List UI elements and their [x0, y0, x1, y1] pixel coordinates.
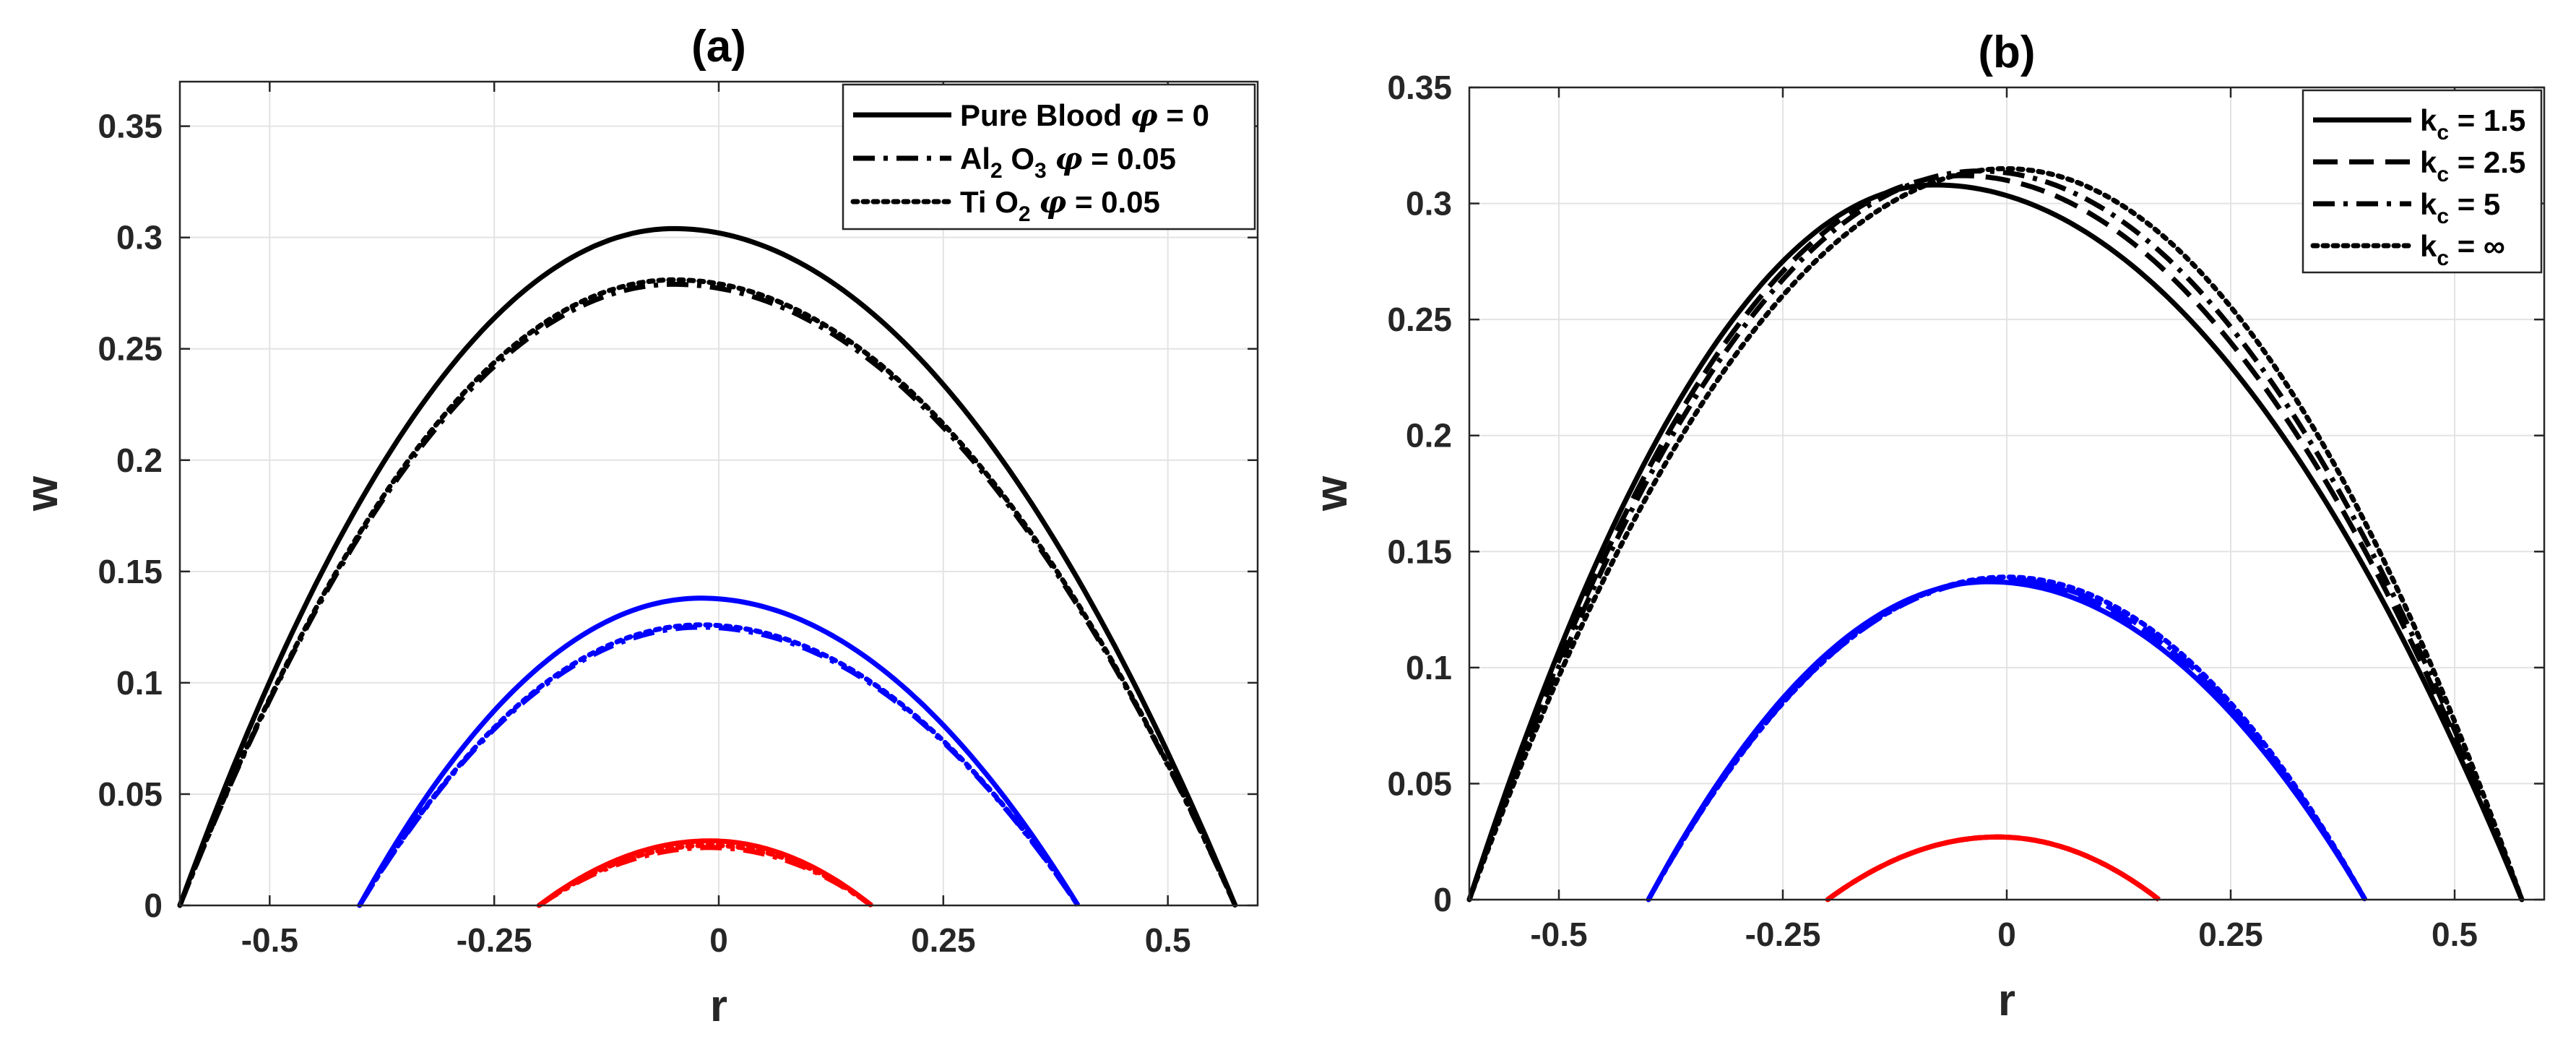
series-line: kc = ∞ (red) — [1825, 834, 2162, 903]
y-tick-label: 0.15 — [1387, 533, 1452, 570]
y-tick-label: 0.15 — [98, 553, 163, 590]
chart-panel-b: kc = 1.5 (black)kc = 2.5 (black)kc = 5 (… — [1307, 27, 2546, 1025]
y-tick-label: 0.1 — [116, 664, 163, 702]
legend-item: kc = ∞ — [2310, 229, 2505, 270]
x-tick-label: 0 — [709, 921, 728, 959]
series-line: Ti O2 φ = 0.05 (black) — [177, 277, 1238, 908]
x-tick-label: 0.5 — [2432, 916, 2478, 953]
series-line: Pure Blood φ = 0 (black) — [177, 225, 1238, 907]
y-tick-label: 0.35 — [98, 108, 163, 145]
legend-item: Pure Blood φ = 0 — [853, 98, 1209, 133]
series-line: kc = 1.5 (black) — [1466, 182, 2525, 901]
series-line: kc = ∞ (blue) — [1646, 574, 2368, 903]
legend-item: Ti O2 φ = 0.05 — [850, 184, 1160, 226]
y-axis-label: w — [17, 475, 67, 512]
legend-item: kc = 2.5 — [2313, 145, 2525, 186]
y-tick-label: 0.3 — [116, 219, 163, 257]
y-tick-label: 0.3 — [1406, 185, 1452, 223]
chart-title: (b) — [1978, 27, 2035, 77]
series-group: kc = 1.5 (black)kc = 2.5 (black)kc = 5 (… — [1466, 165, 2525, 903]
legend-label: Ti O2 φ = 0.05 — [960, 184, 1160, 226]
legend-item: Al2 O3 φ = 0.05 — [853, 141, 1176, 183]
legend-item: kc = 1.5 — [2313, 103, 2525, 145]
series-line: Al2 O3 φ = 0.05 (black) — [177, 281, 1238, 907]
legend-label: kc = 1.5 — [2420, 103, 2525, 145]
y-tick-label: 0.25 — [1387, 301, 1452, 338]
y-tick-label: 0.1 — [1406, 649, 1452, 686]
x-tick-label: -0.5 — [1530, 916, 1587, 953]
x-tick-label: -0.5 — [241, 921, 298, 959]
y-tick-label: 0 — [144, 887, 163, 924]
series-line: kc = ∞ (black) — [1466, 165, 2525, 903]
series-line: Pure Blood φ = 0 (blue) — [357, 595, 1081, 907]
y-tick-label: 0.25 — [98, 330, 163, 368]
legend-label: kc = ∞ — [2420, 229, 2505, 270]
legend-label: Al2 O3 φ = 0.05 — [960, 141, 1176, 183]
series-line: Al2 O3 φ = 0.05 (red) — [537, 845, 873, 908]
x-tick-label: 0.25 — [2198, 916, 2263, 953]
x-axis-label: r — [710, 981, 727, 1031]
series-line: kc = 2.5 (black) — [1466, 173, 2525, 901]
y-axis-label: w — [1307, 475, 1357, 512]
x-tick-label: 0 — [1997, 916, 2016, 953]
series-group: Pure Blood φ = 0 (black)Al2 O3 φ = 0.05 … — [177, 225, 1238, 908]
y-tick-label: 0.05 — [98, 775, 163, 813]
series-line: kc = 5 (black) — [1466, 168, 2525, 901]
chart-panel-a: Pure Blood φ = 0 (black)Al2 O3 φ = 0.05 … — [17, 22, 1259, 1031]
y-tick-label: 0 — [1433, 881, 1452, 918]
y-tick-label: 0.35 — [1387, 69, 1452, 106]
legend-item: kc = 5 — [2313, 187, 2500, 228]
legend-label: Pure Blood φ = 0 — [960, 98, 1209, 133]
chart-title: (a) — [691, 22, 746, 72]
series-line: Ti O2 φ = 0.05 (red) — [536, 843, 874, 908]
series-line: Ti O2 φ = 0.05 (blue) — [357, 622, 1081, 908]
x-tick-label: -0.25 — [1745, 916, 1821, 953]
x-tick-label: -0.25 — [457, 921, 532, 959]
x-tick-label: 0.25 — [911, 921, 976, 959]
legend: kc = 1.5kc = 2.5kc = 5kc = ∞ — [2301, 89, 2543, 274]
legend-label: kc = 2.5 — [2420, 145, 2525, 186]
legend-label: kc = 5 — [2420, 187, 2500, 228]
x-axis-label: r — [1998, 976, 2015, 1025]
y-tick-label: 0.2 — [116, 442, 163, 479]
y-tick-label: 0.2 — [1406, 417, 1452, 455]
y-tick-label: 0.05 — [1387, 765, 1452, 802]
x-tick-label: 0.5 — [1145, 921, 1191, 959]
